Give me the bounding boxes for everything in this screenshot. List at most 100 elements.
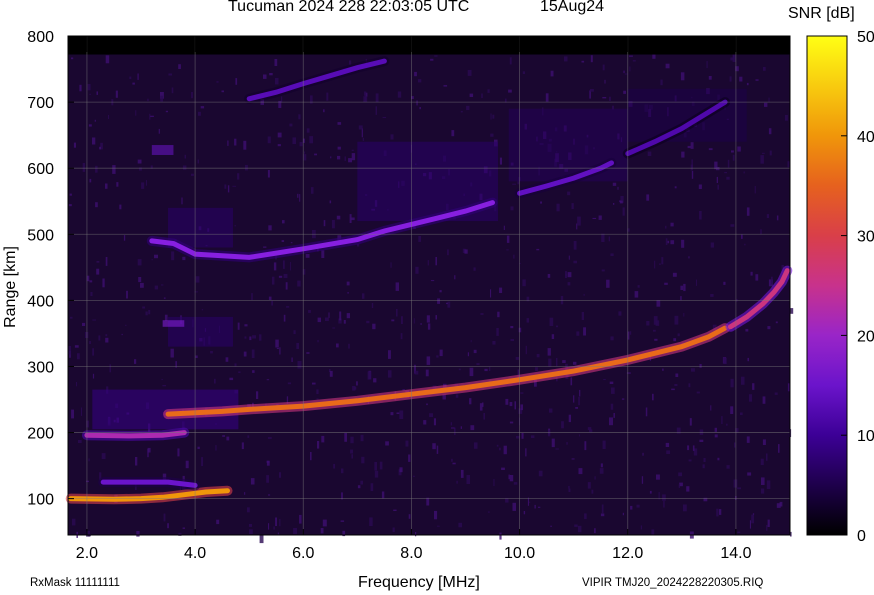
noise-speck bbox=[388, 350, 391, 359]
noise-speck bbox=[473, 267, 476, 271]
noise-speck bbox=[591, 489, 594, 494]
noise-speck bbox=[746, 436, 750, 443]
noise-speck bbox=[658, 492, 660, 500]
noise-speck bbox=[717, 184, 719, 190]
noise-speck bbox=[115, 90, 118, 98]
x-tick-label: 4.0 bbox=[184, 545, 206, 562]
noise-speck bbox=[354, 386, 357, 390]
noise-speck bbox=[734, 442, 736, 448]
noise-speck bbox=[732, 154, 735, 161]
noise-speck bbox=[340, 468, 344, 474]
noise-speck bbox=[141, 182, 145, 189]
noise-speck bbox=[716, 167, 720, 171]
noise-speck bbox=[308, 310, 311, 313]
noise-speck bbox=[432, 443, 436, 450]
x-axis-label: Frequency [MHz] bbox=[358, 574, 480, 591]
y-tick-label: 300 bbox=[27, 359, 54, 376]
noise-speck bbox=[600, 513, 605, 517]
noise-speck bbox=[710, 242, 715, 248]
noise-speck bbox=[360, 434, 364, 442]
noise-speck bbox=[195, 355, 198, 358]
noise-speck bbox=[249, 336, 252, 341]
noise-speck bbox=[225, 357, 229, 362]
noise-speck bbox=[267, 170, 270, 178]
noise-speck bbox=[171, 251, 175, 261]
noise-speck bbox=[613, 413, 615, 418]
noise-speck bbox=[536, 353, 540, 358]
noise-speck bbox=[268, 494, 271, 496]
noise-speck bbox=[692, 445, 695, 451]
noise-speck bbox=[375, 106, 377, 115]
noise-speck bbox=[549, 317, 554, 326]
noise-speck bbox=[278, 275, 283, 278]
noise-speck bbox=[379, 461, 383, 470]
noise-speck bbox=[743, 171, 745, 174]
noise-speck bbox=[691, 171, 694, 179]
noise-speck bbox=[292, 137, 296, 145]
noise-speck bbox=[363, 96, 368, 103]
noise-speck bbox=[425, 369, 429, 377]
noise-speck bbox=[467, 352, 469, 357]
noise-speck bbox=[674, 384, 678, 387]
noise-speck bbox=[458, 522, 463, 528]
noise-speck bbox=[509, 402, 513, 407]
noise-speck bbox=[277, 532, 279, 535]
noise-speck bbox=[331, 219, 335, 229]
noise-speck bbox=[455, 394, 459, 398]
noise-speck bbox=[573, 241, 577, 250]
noise-speck bbox=[277, 132, 282, 138]
noise-speck bbox=[603, 378, 606, 381]
noise-speck bbox=[548, 358, 552, 367]
noise-speck bbox=[382, 116, 387, 119]
noise-speck bbox=[602, 97, 607, 99]
noise-speck bbox=[350, 217, 355, 221]
noise-speck bbox=[662, 368, 664, 371]
noise-speck bbox=[680, 296, 682, 301]
noise-speck bbox=[349, 214, 352, 223]
noise-speck bbox=[699, 364, 702, 368]
noise-speck bbox=[299, 194, 301, 202]
noise-speck bbox=[243, 351, 247, 357]
noise-speck bbox=[109, 364, 111, 373]
noise-speck bbox=[336, 215, 341, 220]
noise-speck bbox=[447, 301, 451, 308]
noise-speck bbox=[745, 328, 749, 332]
noise-speck bbox=[395, 282, 399, 291]
noise-speck bbox=[158, 128, 160, 134]
noise-speck bbox=[508, 89, 512, 93]
noise-speck bbox=[361, 456, 365, 464]
noise-speck bbox=[266, 460, 270, 463]
noise-speck bbox=[251, 293, 253, 300]
noise-speck bbox=[741, 234, 743, 239]
noise-speck bbox=[100, 142, 103, 150]
noise-speck bbox=[140, 282, 144, 288]
noise-speck bbox=[632, 60, 636, 62]
noise-speck bbox=[769, 150, 772, 156]
noise-speck bbox=[348, 158, 352, 163]
noise-speck bbox=[367, 371, 372, 380]
noise-speck bbox=[148, 309, 151, 315]
noise-speck bbox=[573, 395, 575, 403]
colorbar-tick-label: 30 bbox=[857, 229, 874, 246]
noise-speck bbox=[609, 417, 613, 426]
noise-speck bbox=[762, 396, 766, 404]
noise-speck bbox=[76, 382, 78, 387]
noise-speck bbox=[72, 518, 76, 526]
noise-speck bbox=[191, 92, 193, 99]
noise-speck bbox=[426, 497, 430, 506]
noise-speck bbox=[234, 138, 237, 146]
noise-speck bbox=[617, 186, 619, 190]
noise-speck bbox=[304, 151, 306, 154]
noise-speck bbox=[730, 224, 735, 227]
noise-speck bbox=[150, 165, 153, 169]
noise-speck bbox=[571, 203, 574, 210]
noise-speck bbox=[473, 442, 478, 449]
noise-speck bbox=[435, 315, 437, 320]
noise-speck bbox=[540, 201, 542, 204]
noise-speck bbox=[387, 370, 392, 378]
noise-speck bbox=[105, 334, 108, 337]
noise-speck bbox=[287, 382, 292, 385]
noise-speck bbox=[197, 446, 200, 449]
noise-speck bbox=[154, 285, 158, 290]
